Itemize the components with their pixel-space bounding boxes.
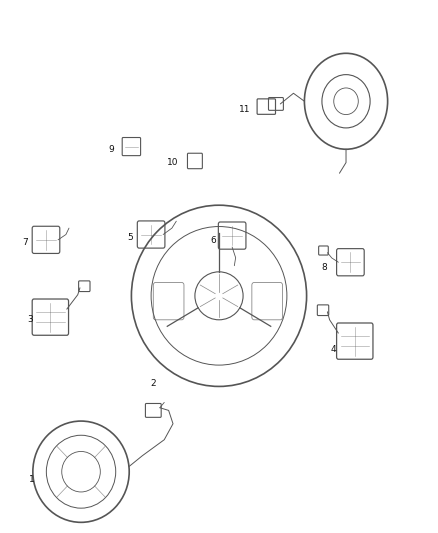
Text: 11: 11 <box>239 105 250 114</box>
Text: 7: 7 <box>22 238 28 247</box>
Text: 9: 9 <box>109 145 115 154</box>
Text: 2: 2 <box>151 379 156 388</box>
Text: 6: 6 <box>211 237 217 245</box>
Text: 10: 10 <box>167 158 179 167</box>
Text: 3: 3 <box>27 316 33 324</box>
Text: 1: 1 <box>28 475 35 484</box>
Text: 8: 8 <box>321 263 327 272</box>
Text: 4: 4 <box>331 345 336 353</box>
Text: 5: 5 <box>127 233 134 241</box>
